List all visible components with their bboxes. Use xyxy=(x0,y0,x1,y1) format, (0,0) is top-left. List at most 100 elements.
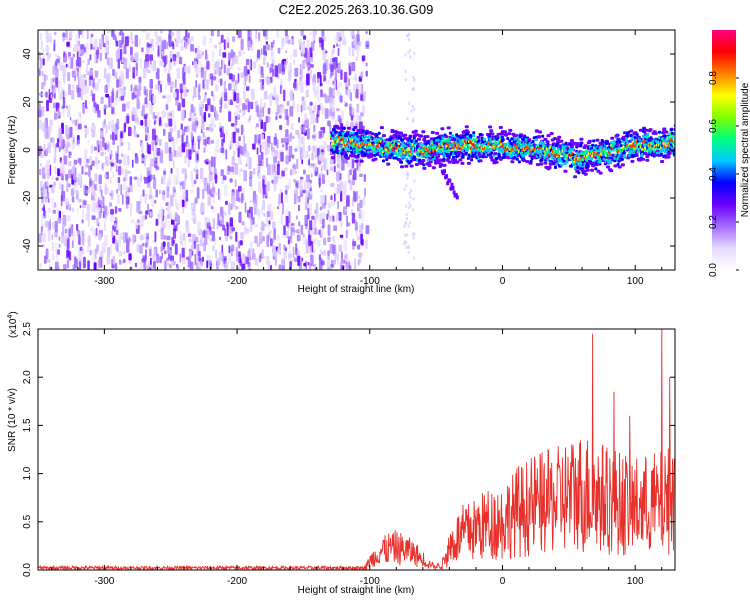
spectrogram-noise-cell xyxy=(51,78,55,82)
spectrogram-noise-cell xyxy=(58,80,62,88)
spectrogram-noise-cell xyxy=(154,161,158,168)
spectrogram-signal-cell xyxy=(546,134,551,138)
spectrogram-signal-cell xyxy=(363,134,367,138)
spectrogram-noise-cell xyxy=(229,235,233,240)
spectrogram-noise-cell xyxy=(155,84,157,90)
spectrogram-signal-cell xyxy=(540,158,544,162)
spectrogram-noise-cell xyxy=(294,148,298,152)
spectrogram-noise-cell xyxy=(38,100,41,112)
spectrogram-signal-cell xyxy=(539,162,544,166)
spectrogram-noise-cell xyxy=(139,58,142,69)
spectrogram-noise-cell xyxy=(324,36,326,41)
spectrogram-noise-cell xyxy=(238,160,243,165)
spectrogram-noise-cell xyxy=(306,174,310,182)
spectrogram-noise-cell xyxy=(276,163,280,176)
spectrogram-noise-cell xyxy=(288,241,291,254)
spectrogram-noise-cell xyxy=(78,123,82,130)
spectrogram-noise-cell xyxy=(258,38,261,42)
spectrogram-noise-cell xyxy=(337,115,341,122)
spectrogram-noise-cell xyxy=(276,104,280,114)
spectrogram-noise-cell xyxy=(298,204,300,212)
spectrogram-noise-cell xyxy=(296,197,300,203)
spectrogram-noise-cell xyxy=(176,67,181,79)
spectrogram-noise-cell xyxy=(322,218,325,229)
spectrogram-noise-cell xyxy=(306,150,309,158)
spectrogram-noise-cell xyxy=(95,173,98,182)
spectrogram-noise-cell xyxy=(357,253,360,258)
spectrogram-noise-cell xyxy=(150,257,152,265)
spectrogram-noise-cell xyxy=(40,40,43,50)
spectrogram-noise-cell xyxy=(167,203,171,214)
spectrogram-noise-cell xyxy=(229,140,232,147)
spectrogram-noise-cell xyxy=(263,213,266,217)
spectrogram-noise-cell xyxy=(272,39,275,44)
spectrogram-noise-cell xyxy=(68,251,72,261)
spectrogram-noise-cell xyxy=(275,94,279,105)
spectrogram-noise-cell xyxy=(99,38,103,44)
spectrogram-noise-cell xyxy=(225,127,229,135)
spectrogram-noise-cell xyxy=(112,33,116,40)
spectrogram-noise-cell xyxy=(86,30,89,40)
spectrogram-signal-cell xyxy=(414,133,419,137)
spectrogram-noise-cell xyxy=(178,230,183,236)
spectrogram-noise-cell xyxy=(263,223,266,227)
spectrogram-noise-cell xyxy=(123,258,126,263)
spectrogram-signal-cell xyxy=(446,126,451,130)
spectrogram-signal-cell xyxy=(623,131,627,135)
spectrogram-noise-cell xyxy=(167,73,171,83)
spectrogram-noise-cell xyxy=(191,244,194,250)
spectrogram-noise-cell xyxy=(305,238,308,250)
spectrogram-signal-cell xyxy=(444,135,449,139)
spectrogram-noise-cell xyxy=(205,178,207,189)
spectrogram-noise-cell xyxy=(339,234,344,238)
spectrogram-noise-cell xyxy=(225,235,228,242)
spectrogram-signal-cell xyxy=(370,153,375,157)
spectrogram-signal-cell xyxy=(556,142,560,146)
spectrogram-noise-cell xyxy=(264,145,268,156)
spectrogram-noise-cell xyxy=(252,249,255,259)
spectrogram-noise-cell xyxy=(350,115,354,121)
spectrogram-noise-cell xyxy=(351,47,355,57)
spectrogram-noise-cell xyxy=(308,158,310,166)
spectrogram-noise-cell xyxy=(267,44,271,51)
spectrogram-noise-cell xyxy=(285,129,289,138)
spectrogram-noise-cell xyxy=(343,195,347,201)
spectrogram-noise-cell xyxy=(188,149,192,160)
spectrogram-noise-cell xyxy=(408,157,411,161)
spectrogram-noise-cell xyxy=(316,148,320,157)
spectrogram-signal-cell xyxy=(345,156,350,160)
spectrogram-noise-cell xyxy=(217,213,220,226)
spectrogram-signal-cell xyxy=(361,129,365,133)
spectrogram-noise-cell xyxy=(348,261,351,269)
spectrogram-noise-cell xyxy=(298,221,301,227)
spectrogram-noise-cell xyxy=(329,96,333,104)
spectrogram-noise-cell xyxy=(109,192,113,197)
spectrogram-noise-cell xyxy=(61,210,64,215)
spectrogram-noise-cell xyxy=(182,109,185,121)
spectrogram-signal-cell xyxy=(547,166,552,169)
spectrogram-noise-cell xyxy=(104,220,106,232)
spectrogram-noise-cell xyxy=(249,242,253,252)
spectrogram-signal-cell xyxy=(331,133,334,137)
spectrogram-noise-cell xyxy=(273,182,275,187)
spectrogram-noise-cell xyxy=(246,158,250,165)
spectrogram-signal-cell xyxy=(573,175,578,179)
spectrogram-noise-cell xyxy=(91,125,96,130)
spectrogram-noise-cell xyxy=(78,233,81,245)
spectrogram-noise-cell xyxy=(55,177,59,181)
spectrogram-noise-cell xyxy=(363,91,366,102)
spectrogram-noise-cell xyxy=(149,185,152,195)
spectrogram-noise-cell xyxy=(43,198,46,203)
spectrogram-noise-cell xyxy=(38,119,42,130)
spectrogram-signal-cell xyxy=(489,129,494,133)
spectrogram-noise-cell xyxy=(237,30,242,39)
spectrogram-signal-cell xyxy=(559,139,564,143)
spectrogram-noise-cell xyxy=(149,174,153,181)
spectrogram-noise-cell xyxy=(281,65,285,75)
spectrogram-signal-cell xyxy=(337,135,340,139)
spectrogram-noise-cell xyxy=(186,135,189,144)
spectrogram-noise-cell xyxy=(108,74,112,81)
spectrogram-noise-cell xyxy=(329,166,334,171)
spectrogram-noise-cell xyxy=(231,36,236,42)
spectrogram-signal-cell xyxy=(343,139,347,143)
